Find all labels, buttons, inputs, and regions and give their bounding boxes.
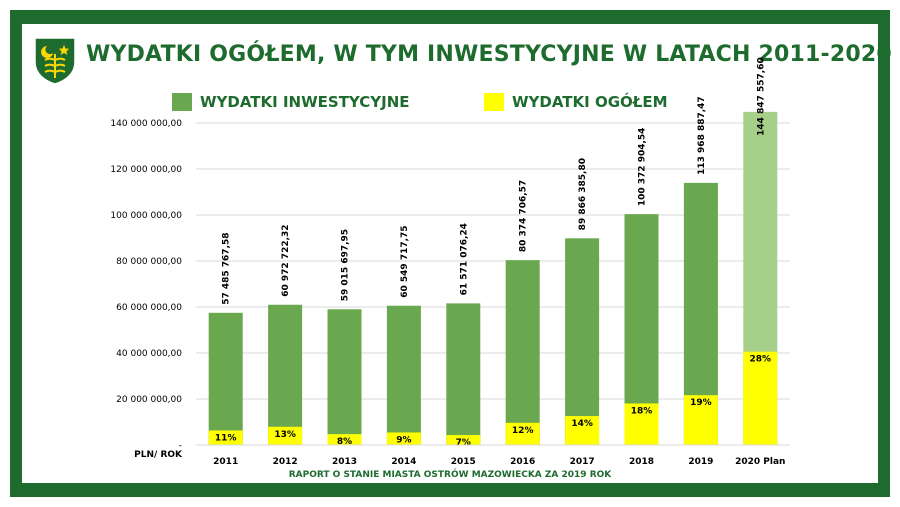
bar-total-segment bbox=[386, 432, 421, 445]
legend-swatch-total bbox=[484, 93, 504, 111]
bar-value-label: 59 015 697,95 bbox=[341, 229, 351, 301]
legend-label-investment: WYDATKI INWESTYCYJNE bbox=[200, 93, 410, 111]
bar-investment bbox=[268, 304, 303, 445]
bar-investment bbox=[386, 305, 421, 445]
bar-total-segment bbox=[683, 395, 718, 445]
percent-label: 11% bbox=[215, 433, 237, 443]
bar-total-segment bbox=[565, 416, 600, 445]
bar-value-label: 61 571 076,24 bbox=[459, 223, 469, 295]
x-tick-label: 2015 bbox=[451, 457, 476, 467]
bar-investment bbox=[208, 312, 243, 445]
legend-swatch-investment bbox=[172, 93, 192, 111]
bar-total-segment bbox=[743, 351, 778, 445]
percent-label: 12% bbox=[512, 426, 534, 436]
bar-total-segment bbox=[268, 426, 303, 445]
bar-total-segment bbox=[327, 434, 362, 445]
bar-value-label: 89 866 385,80 bbox=[578, 158, 588, 230]
y-tick-label: 100 000 000,00 bbox=[110, 211, 182, 221]
bar-value-label: 113 968 887,47 bbox=[697, 96, 707, 175]
legend-label-total: WYDATKI OGÓŁEM bbox=[512, 93, 668, 111]
slide-title: WYDATKI OGÓŁEM, W TYM INWESTYCYJNE W LAT… bbox=[86, 42, 892, 67]
y-tick-label: 40 000 000,00 bbox=[116, 349, 182, 359]
y-axis-label: PLN/ ROK bbox=[134, 450, 183, 460]
x-tick-label: 2019 bbox=[688, 457, 713, 467]
x-tick-label: 2014 bbox=[391, 457, 416, 467]
x-tick-label: 2020 Plan bbox=[735, 457, 785, 467]
percent-label: 28% bbox=[750, 355, 772, 365]
bar-investment bbox=[446, 303, 481, 445]
percent-label: 19% bbox=[690, 398, 712, 408]
x-tick-label: 2013 bbox=[332, 457, 357, 467]
y-tick-label: 140 000 000,00 bbox=[110, 119, 182, 129]
percent-label: 8% bbox=[337, 437, 352, 447]
x-tick-label: 2017 bbox=[570, 457, 595, 467]
y-tick-label: 120 000 000,00 bbox=[110, 165, 182, 175]
percent-label: 7% bbox=[456, 438, 471, 448]
percent-label: 18% bbox=[631, 406, 653, 416]
y-tick-label: 60 000 000,00 bbox=[116, 303, 182, 313]
bar-total-segment bbox=[208, 430, 243, 445]
percent-label: 9% bbox=[396, 435, 411, 445]
bar-total-segment bbox=[624, 403, 659, 445]
x-tick-label: 2012 bbox=[273, 457, 298, 467]
y-tick-label: 20 000 000,00 bbox=[116, 395, 182, 405]
bar-value-label: 60 549 717,75 bbox=[400, 225, 410, 297]
x-tick-label: 2018 bbox=[629, 457, 654, 467]
y-tick-label: 80 000 000,00 bbox=[116, 257, 182, 267]
bar-value-label: 80 374 706,57 bbox=[519, 180, 529, 252]
percent-label: 13% bbox=[274, 430, 296, 440]
bar-value-label: 57 485 767,58 bbox=[222, 232, 232, 304]
bar-investment bbox=[505, 260, 540, 445]
y-tick-label: - bbox=[179, 441, 182, 451]
bar-total-segment bbox=[505, 422, 540, 445]
bar-investment bbox=[565, 238, 600, 445]
percent-label: 14% bbox=[571, 419, 593, 429]
bar-value-label: 60 972 722,32 bbox=[281, 224, 291, 296]
bar-investment bbox=[327, 309, 362, 445]
x-tick-label: 2011 bbox=[213, 457, 238, 467]
bar-value-label: 144 847 557,60 bbox=[756, 57, 766, 136]
bar-total-segment bbox=[446, 435, 481, 445]
coat-of-arms-icon bbox=[34, 37, 76, 85]
x-tick-label: 2016 bbox=[510, 457, 535, 467]
bar-value-label: 100 372 904,54 bbox=[638, 128, 648, 207]
footer-caption: RAPORT O STANIE MIASTA OSTRÓW MAZOWIECKA… bbox=[288, 470, 612, 480]
